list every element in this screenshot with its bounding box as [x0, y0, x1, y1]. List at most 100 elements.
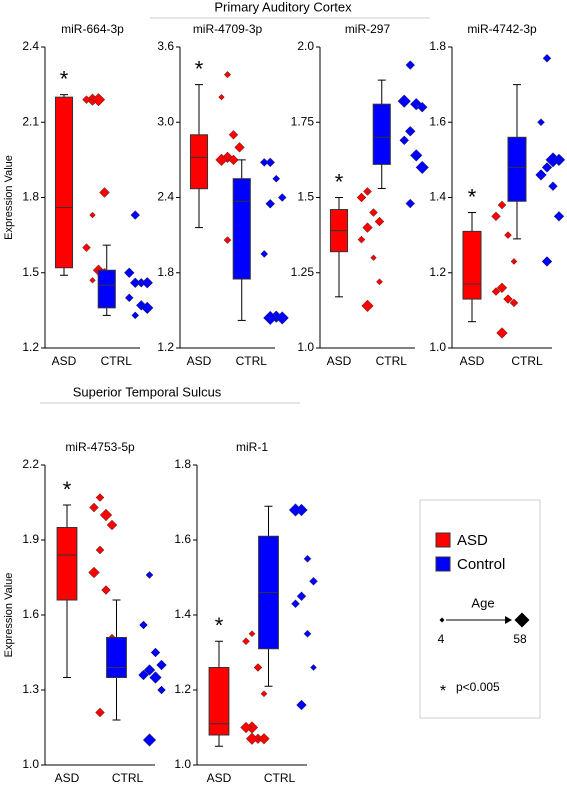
data-point	[277, 193, 287, 202]
y-tick-label: 1.0	[174, 757, 191, 771]
data-point	[223, 70, 232, 79]
y-tick-label: 1.0	[22, 757, 39, 771]
y-tick-label: 1.4	[429, 190, 446, 204]
y-tick-label: 1.3	[22, 682, 39, 696]
y-tick-label: 1.4	[174, 607, 191, 621]
data-point	[228, 154, 239, 166]
box	[189, 134, 209, 190]
legend-label: Control	[457, 556, 505, 573]
data-point	[248, 630, 256, 638]
data-point	[242, 637, 250, 646]
data-point	[141, 277, 153, 289]
chart-title: miR-4742-3p	[467, 22, 537, 36]
data-point	[369, 208, 378, 217]
y-tick-label: 1.5	[297, 190, 314, 204]
data-point	[129, 277, 141, 289]
data-point	[405, 60, 416, 70]
data-point	[357, 235, 366, 244]
data-point	[535, 169, 547, 181]
y-tick-label: 1.5	[22, 265, 39, 279]
data-point	[491, 211, 501, 222]
chart-title: miR-1	[236, 440, 268, 454]
size-max-label: 58	[513, 632, 527, 646]
x-tick-label: ASD	[187, 354, 212, 368]
data-point	[124, 293, 134, 303]
data-point	[91, 93, 106, 107]
legend-swatch	[435, 532, 451, 548]
data-point	[370, 254, 377, 261]
data-point	[263, 310, 278, 326]
section-title: Superior Temporal Sulcus	[73, 384, 222, 399]
data-point	[157, 685, 166, 695]
data-point	[258, 733, 270, 745]
data-point	[374, 216, 385, 227]
data-point	[537, 118, 545, 127]
box	[54, 96, 74, 269]
data-point	[510, 258, 518, 265]
significance: *	[195, 56, 204, 81]
data-point	[309, 576, 318, 586]
data-point	[541, 162, 553, 173]
chart-title: miR-4753-5p	[65, 440, 135, 454]
y-tick-label: 1.2	[157, 340, 174, 354]
y-tick-label: 2.0	[297, 39, 314, 53]
data-point	[376, 278, 383, 286]
y-tick-label: 1.0	[297, 340, 314, 354]
data-point	[123, 267, 135, 279]
data-point	[503, 294, 513, 304]
significance: *	[335, 169, 344, 194]
data-point	[405, 198, 416, 209]
significance: *	[468, 184, 477, 209]
data-point	[130, 210, 141, 220]
y-tick-label: 1.2	[22, 340, 39, 354]
data-point	[240, 721, 252, 734]
data-point	[259, 158, 269, 167]
y-tick-label: 2.1	[22, 114, 39, 128]
y-tick-label: 2.4	[157, 190, 174, 204]
data-point	[275, 311, 289, 325]
data-point	[156, 659, 167, 671]
significance: *	[63, 477, 72, 502]
size-arrowhead	[505, 616, 512, 624]
data-point	[303, 629, 312, 638]
y-tick-label: 1.2	[174, 682, 191, 696]
significance: *	[215, 613, 224, 638]
chart-title: miR-297	[345, 22, 391, 36]
box	[232, 178, 251, 280]
data-point	[504, 231, 512, 239]
data-point	[228, 129, 239, 140]
data-point	[88, 566, 100, 579]
data-point	[410, 98, 423, 111]
size-min-marker	[439, 617, 445, 623]
x-tick-label: CTRL	[112, 771, 144, 785]
data-point	[363, 187, 372, 196]
x-tick-label: CTRL	[264, 771, 296, 785]
data-point	[95, 493, 105, 502]
note-text: p<0.005	[456, 680, 500, 694]
data-point	[541, 256, 553, 267]
data-point	[99, 508, 113, 522]
size-min-label: 4	[438, 632, 445, 646]
data-point	[218, 93, 225, 101]
box	[372, 103, 391, 165]
x-tick-label: CTRL	[236, 354, 268, 368]
y-tick-label: 3.0	[157, 114, 174, 128]
data-point	[215, 153, 228, 167]
data-point	[509, 298, 519, 308]
data-point	[272, 174, 281, 183]
y-tick-label: 1.9	[22, 532, 39, 546]
size-title: Age	[471, 595, 494, 610]
data-point	[310, 664, 317, 671]
data-point	[416, 101, 428, 113]
y-axis-label: Expression Value	[3, 573, 15, 658]
x-tick-label: CTRL	[376, 354, 408, 368]
x-tick-label: ASD	[327, 354, 352, 368]
data-point	[404, 126, 416, 137]
data-point	[553, 211, 565, 222]
box	[56, 527, 78, 601]
data-point	[143, 664, 156, 676]
data-point	[139, 620, 148, 630]
data-point	[106, 519, 118, 531]
data-point	[89, 211, 96, 219]
